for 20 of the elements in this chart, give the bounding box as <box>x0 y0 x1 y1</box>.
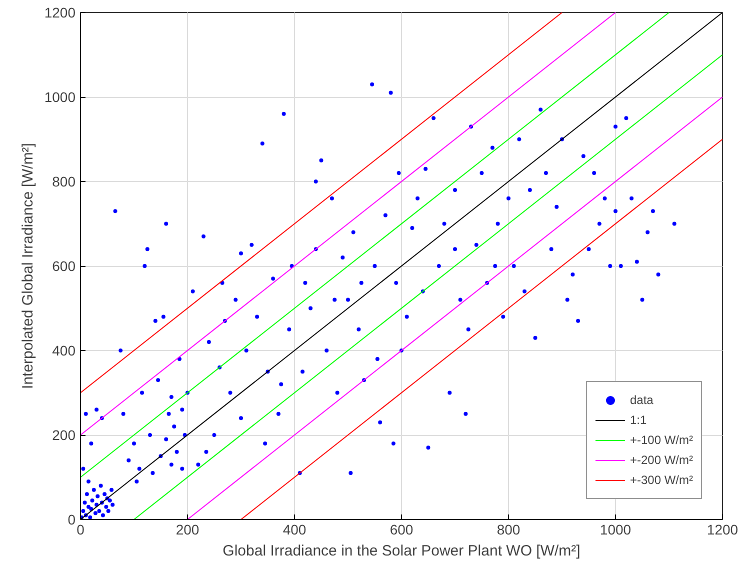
legend-label: +-200 W/m² <box>630 453 693 467</box>
x-tick-label: 800 <box>496 522 520 538</box>
legend-label: +-300 W/m² <box>630 473 693 487</box>
y-tick-label: 0 <box>68 512 76 528</box>
x-tick-label: 400 <box>282 522 306 538</box>
y-tick-label: 1200 <box>44 4 76 20</box>
x-tick-label: 1000 <box>600 522 632 538</box>
y-tick-label: 200 <box>52 427 76 443</box>
x-tick-label: 600 <box>390 522 414 538</box>
legend-label: 1:1 <box>630 413 648 427</box>
x-axis-title: Global Irradiance in the Solar Power Plant WO [W/m²] <box>222 542 580 560</box>
legend-label: data <box>630 393 654 407</box>
x-tick-label: 1200 <box>706 522 738 538</box>
y-tick-label: 400 <box>52 342 76 358</box>
x-tick-label: 200 <box>176 522 200 538</box>
legend-label: +-100 W/m² <box>630 433 693 447</box>
y-axis-title: Interpolated Global Irradiance [W/m²] <box>19 143 36 389</box>
y-tick-label: 600 <box>52 258 76 274</box>
y-tick-label: 800 <box>52 174 76 190</box>
y-tick-label: 1000 <box>44 89 76 105</box>
